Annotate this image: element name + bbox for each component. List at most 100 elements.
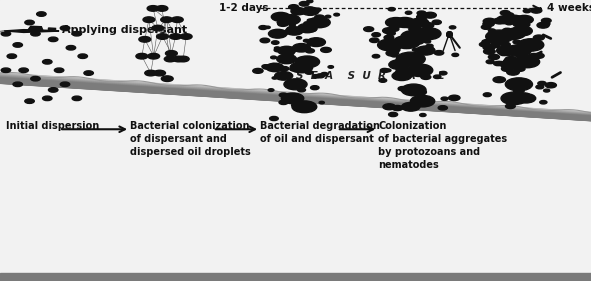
Circle shape bbox=[60, 26, 70, 30]
Circle shape bbox=[296, 49, 301, 51]
Circle shape bbox=[501, 60, 518, 69]
Circle shape bbox=[388, 50, 398, 54]
Circle shape bbox=[515, 46, 525, 51]
Circle shape bbox=[441, 97, 448, 100]
Circle shape bbox=[481, 43, 488, 46]
Circle shape bbox=[148, 53, 160, 59]
Circle shape bbox=[271, 64, 276, 66]
Circle shape bbox=[43, 60, 52, 64]
Circle shape bbox=[173, 56, 184, 62]
Circle shape bbox=[407, 64, 433, 76]
Circle shape bbox=[398, 66, 408, 70]
Circle shape bbox=[410, 23, 420, 28]
Circle shape bbox=[531, 8, 542, 13]
Circle shape bbox=[533, 35, 544, 40]
Circle shape bbox=[279, 93, 288, 97]
Circle shape bbox=[7, 54, 17, 58]
Circle shape bbox=[387, 31, 395, 35]
Circle shape bbox=[505, 104, 515, 108]
Circle shape bbox=[408, 35, 418, 40]
Circle shape bbox=[278, 21, 288, 26]
Polygon shape bbox=[0, 77, 591, 120]
Circle shape bbox=[417, 11, 426, 15]
Circle shape bbox=[291, 8, 306, 15]
Circle shape bbox=[419, 47, 431, 52]
Circle shape bbox=[396, 67, 408, 73]
Circle shape bbox=[511, 26, 532, 36]
Circle shape bbox=[421, 75, 431, 80]
Circle shape bbox=[277, 54, 297, 64]
Circle shape bbox=[1, 31, 11, 36]
Polygon shape bbox=[4, 30, 59, 32]
Circle shape bbox=[515, 15, 533, 24]
Polygon shape bbox=[0, 76, 591, 119]
Circle shape bbox=[392, 71, 412, 81]
Circle shape bbox=[363, 27, 374, 31]
Circle shape bbox=[385, 17, 407, 28]
Circle shape bbox=[397, 52, 425, 66]
Circle shape bbox=[145, 70, 157, 76]
Circle shape bbox=[403, 45, 410, 48]
Circle shape bbox=[424, 40, 431, 43]
Circle shape bbox=[384, 35, 394, 40]
Circle shape bbox=[316, 74, 324, 78]
Circle shape bbox=[499, 38, 509, 42]
Circle shape bbox=[279, 100, 288, 105]
Circle shape bbox=[504, 58, 515, 64]
Circle shape bbox=[497, 16, 514, 24]
Circle shape bbox=[372, 55, 379, 58]
Circle shape bbox=[414, 89, 427, 95]
Circle shape bbox=[514, 88, 524, 93]
Circle shape bbox=[280, 67, 289, 71]
Circle shape bbox=[321, 72, 328, 76]
Circle shape bbox=[385, 69, 391, 72]
Circle shape bbox=[403, 69, 411, 72]
Circle shape bbox=[170, 34, 181, 39]
Text: 4 weeks: 4 weeks bbox=[547, 3, 591, 13]
Circle shape bbox=[483, 18, 496, 24]
Circle shape bbox=[285, 27, 303, 35]
Polygon shape bbox=[0, 75, 591, 118]
Circle shape bbox=[509, 100, 518, 104]
Circle shape bbox=[506, 34, 518, 40]
Polygon shape bbox=[0, 73, 591, 117]
Text: Bacterial colonization
of dispersant and
dispersed oil droplets: Bacterial colonization of dispersant and… bbox=[130, 121, 251, 157]
Circle shape bbox=[157, 34, 168, 39]
Circle shape bbox=[60, 82, 70, 87]
Text: Bacterial degradation
of oil and dispersant: Bacterial degradation of oil and dispers… bbox=[260, 121, 380, 144]
Circle shape bbox=[404, 54, 415, 60]
Circle shape bbox=[307, 0, 313, 3]
Circle shape bbox=[495, 31, 506, 36]
Circle shape bbox=[434, 51, 444, 55]
Circle shape bbox=[501, 66, 513, 71]
Circle shape bbox=[505, 56, 517, 62]
Circle shape bbox=[421, 22, 434, 28]
Circle shape bbox=[517, 53, 528, 59]
Circle shape bbox=[13, 43, 22, 47]
Polygon shape bbox=[0, 74, 591, 117]
Circle shape bbox=[1, 68, 11, 72]
Circle shape bbox=[293, 28, 297, 30]
Circle shape bbox=[411, 18, 428, 27]
Circle shape bbox=[284, 19, 293, 23]
Circle shape bbox=[303, 39, 309, 42]
Circle shape bbox=[277, 21, 284, 24]
Circle shape bbox=[25, 20, 34, 25]
Polygon shape bbox=[0, 76, 591, 119]
Circle shape bbox=[500, 52, 507, 56]
Circle shape bbox=[416, 46, 435, 55]
Polygon shape bbox=[0, 74, 591, 118]
Circle shape bbox=[275, 72, 293, 80]
Polygon shape bbox=[0, 74, 591, 117]
Circle shape bbox=[394, 17, 415, 28]
Circle shape bbox=[528, 53, 540, 59]
Circle shape bbox=[266, 63, 284, 72]
Circle shape bbox=[78, 54, 87, 58]
Circle shape bbox=[505, 15, 524, 24]
Circle shape bbox=[253, 69, 263, 73]
Circle shape bbox=[152, 25, 164, 31]
Polygon shape bbox=[0, 74, 591, 117]
Circle shape bbox=[37, 12, 46, 16]
Polygon shape bbox=[0, 76, 591, 119]
Polygon shape bbox=[48, 28, 56, 31]
